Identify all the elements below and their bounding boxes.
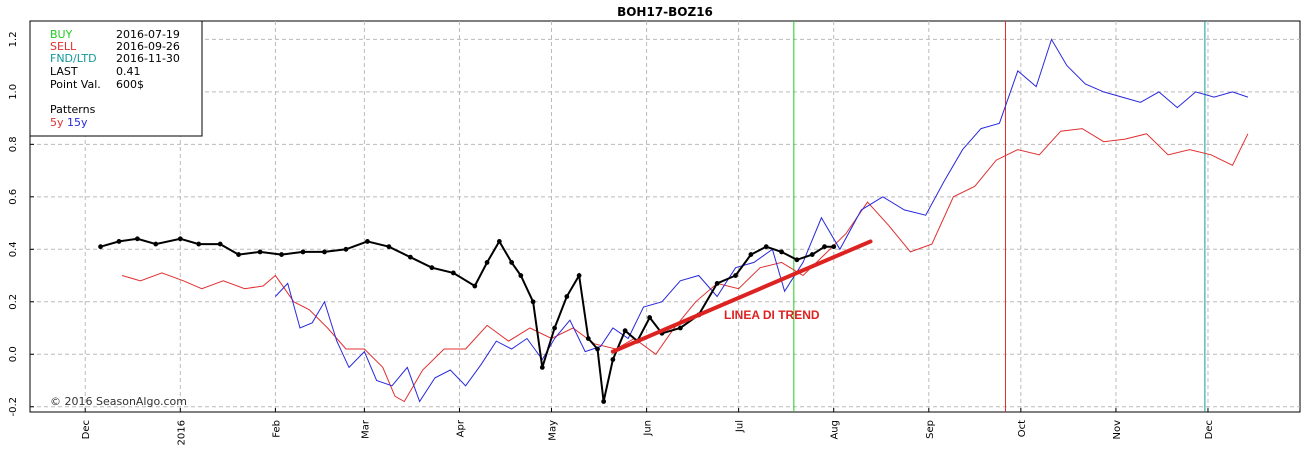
x-tick-label: Dec <box>1204 420 1215 439</box>
y-tick-label: 0.4 <box>8 241 19 257</box>
series-current-point <box>407 254 413 260</box>
x-tick-label: Nov <box>1112 420 1123 440</box>
series-current-point <box>779 249 784 255</box>
info-sell-label: SELL <box>50 40 77 53</box>
pattern-5y-label: 5y <box>50 116 64 129</box>
series-current-point <box>552 325 557 331</box>
info-last-label: LAST <box>50 65 78 78</box>
y-tick-label: 0.0 <box>8 346 19 362</box>
series-current-point <box>530 299 536 305</box>
x-tick-label: Feb <box>271 420 282 438</box>
series-current-point <box>196 241 202 247</box>
x-tick-label: May <box>547 420 558 441</box>
info-box-frame <box>29 20 203 137</box>
series-current-point <box>794 257 800 263</box>
info-pointval-value: 600$ <box>116 78 144 91</box>
info-fnd-value: 2016-11-30 <box>116 52 180 65</box>
series-current-point <box>622 328 628 334</box>
y-tick-label: -0.2 <box>8 397 19 417</box>
series-current-point <box>236 252 241 257</box>
series-current-point <box>322 249 327 255</box>
series-current-point <box>279 252 284 257</box>
series-current-point <box>450 270 456 276</box>
info-buy-value: 2016-07-19 <box>116 28 180 41</box>
x-tick-label: Apr <box>455 419 466 437</box>
series-current-point <box>585 336 591 341</box>
series-current-point <box>343 246 349 252</box>
series-current-point <box>714 281 720 286</box>
x-tick-label: Mar <box>360 419 371 439</box>
series-current-point <box>610 357 616 362</box>
trend-annotation: LINEA DI TREND <box>610 239 873 354</box>
series-current-point <box>576 273 582 278</box>
y-tick-label: 0.8 <box>8 136 19 152</box>
patterns-label: Patterns <box>50 103 96 116</box>
series-current-point <box>257 249 263 255</box>
series-current-point <box>116 239 122 244</box>
x-tick-label: Oct <box>1017 420 1028 437</box>
series-current-point <box>733 273 738 278</box>
series-current-point <box>647 315 653 320</box>
series-current-point <box>677 325 683 331</box>
y-tick-label: 0.6 <box>8 189 19 205</box>
series-current-point <box>496 239 502 244</box>
series-current-point <box>518 273 524 278</box>
series-current-point <box>564 294 570 299</box>
x-axis: Dec 2016 Feb Mar Apr May Jun Jul Aug Sep Oct Nov Dec <box>81 408 1215 445</box>
series-current-point <box>153 241 159 247</box>
series-group <box>98 38 1249 404</box>
plot-frame <box>29 20 1301 413</box>
series-current-point <box>748 252 754 257</box>
x-tick-label: Dec <box>81 420 92 439</box>
copyright-text: © 2016 SeasonAlgo.com <box>50 395 187 408</box>
series-current-point <box>595 346 600 352</box>
series-current-point <box>365 239 370 244</box>
pattern-15y-label: 15y <box>67 116 88 129</box>
chart-title: BOH17-BOZ16 <box>617 5 713 19</box>
series-current-point <box>300 249 306 255</box>
x-tick-label: Sep <box>925 420 936 439</box>
x-tick-label: 2016 <box>176 420 187 445</box>
series-5y-line <box>121 128 1249 403</box>
trend-label: LINEA DI TREND <box>724 308 820 322</box>
info-sell-value: 2016-09-26 <box>116 40 180 53</box>
info-fnd-label: FND/LTD <box>50 52 97 65</box>
series-current-point <box>98 244 103 250</box>
info-buy-label: BUY <box>50 28 73 41</box>
event-lines <box>793 21 1206 412</box>
series-current-point <box>763 244 769 250</box>
series-current-point <box>217 241 223 247</box>
y-tick-label: 0.2 <box>8 294 19 310</box>
series-current-point <box>386 244 392 250</box>
x-tick-label: Jun <box>643 420 654 437</box>
series-current-point <box>539 364 545 370</box>
y-tick-label: 1.0 <box>8 84 19 100</box>
series-current-point <box>134 236 140 242</box>
series-current-point <box>429 265 435 271</box>
x-tick-label: Aug <box>830 420 841 440</box>
info-box: BUY 2016-07-19 SELL 2016-09-26 FND/LTD 2… <box>29 20 203 137</box>
series-current-point <box>509 260 515 265</box>
info-pointval-label: Point Val. <box>50 78 101 91</box>
trend-line <box>610 239 873 354</box>
y-tick-label: 1.2 <box>8 31 19 47</box>
x-tick-label: Jul <box>735 420 746 433</box>
series-current-point <box>831 244 837 250</box>
series-current-point <box>177 236 183 242</box>
series-current-point <box>822 244 827 250</box>
info-last-value: 0.41 <box>116 65 141 78</box>
series-current-point <box>809 252 815 257</box>
grid <box>30 21 1300 412</box>
series-current-point <box>601 399 607 404</box>
series-15y-line <box>275 38 1249 403</box>
series-current-point <box>472 283 478 289</box>
series-current-point <box>484 260 490 265</box>
